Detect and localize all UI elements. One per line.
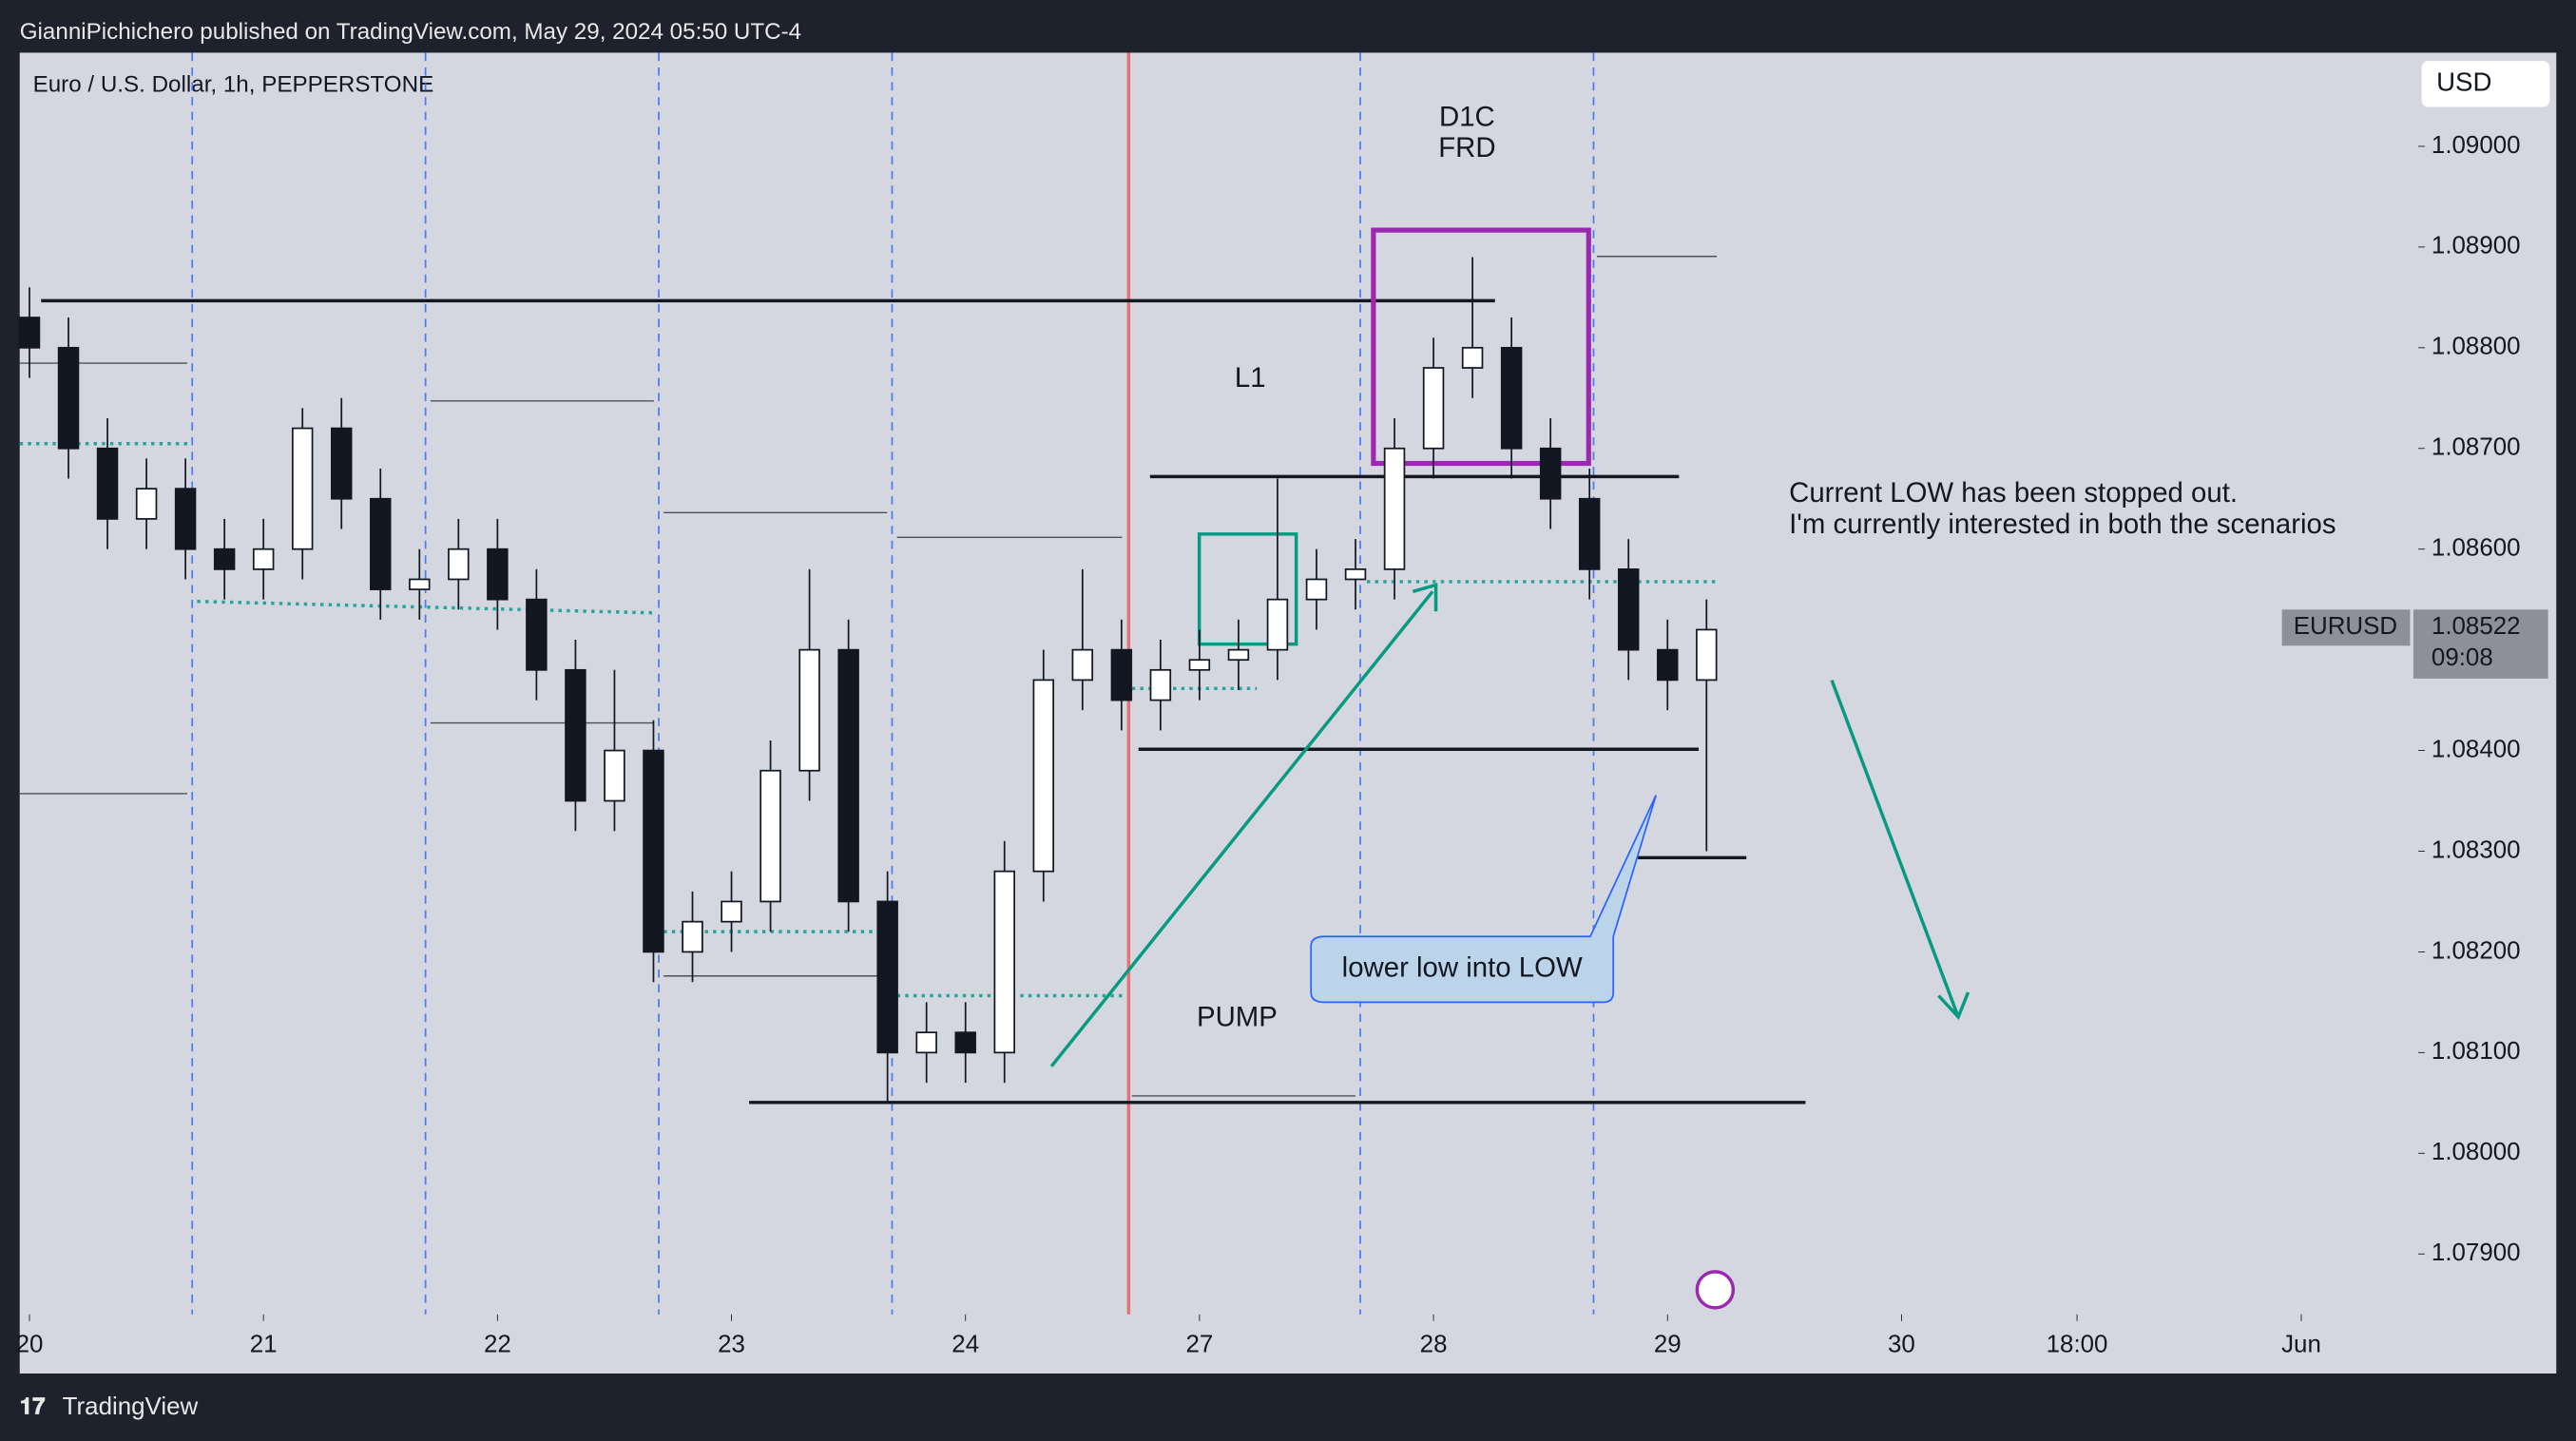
x-tick-label: 27	[1185, 1331, 1213, 1357]
callout: lower low into LOW	[1342, 952, 1583, 984]
y-tick-label: 1.08400	[2432, 736, 2521, 762]
candle-body	[409, 578, 431, 590]
candle-body	[993, 870, 1015, 1054]
arrow-head	[1937, 991, 1970, 1021]
publisher: GianniPichichero published on TradingVie…	[20, 19, 801, 45]
y-tick-label: 1.08000	[2432, 1139, 2521, 1165]
symbol-tag-text: EURUSD	[2294, 613, 2397, 640]
x-tick-label: 18:00	[2047, 1331, 2108, 1357]
candle-body	[876, 900, 898, 1054]
price-tag-text: 1.08522	[2432, 613, 2521, 640]
candle-body	[174, 488, 197, 550]
x-tick-label: 29	[1654, 1331, 1682, 1357]
candle-body	[487, 548, 509, 601]
candle-body	[135, 488, 158, 520]
candle-body	[1696, 628, 1718, 682]
y-tick-label: 1.08900	[2432, 233, 2521, 259]
box	[1371, 227, 1591, 467]
x-tick-label: 20	[16, 1331, 44, 1357]
candle-body	[1500, 346, 1523, 450]
candle-body	[837, 648, 859, 903]
arrow	[1830, 680, 1960, 1018]
annotation: I'm currently interested in both the sce…	[1789, 509, 2336, 540]
candle-body	[1383, 447, 1406, 570]
candle-body	[526, 598, 548, 671]
candle-body	[915, 1031, 937, 1054]
candle-body	[954, 1031, 976, 1054]
candle-body	[1110, 648, 1133, 701]
candle-body	[18, 317, 41, 349]
x-tick-label: 23	[718, 1331, 745, 1357]
x-tick-label: 24	[952, 1331, 979, 1357]
candle-body	[1071, 648, 1094, 682]
x-tick-label: 21	[250, 1331, 278, 1357]
chart-area	[19, 52, 2557, 1374]
candle-body	[1227, 648, 1250, 662]
candle-body	[291, 427, 314, 550]
candle-body	[759, 769, 781, 903]
candle-body	[682, 920, 703, 953]
annotation: FRD	[1438, 132, 1495, 163]
y-tick-label: 1.08700	[2432, 434, 2521, 461]
y-tick-label: 1.08600	[2432, 535, 2521, 562]
candle-body	[1305, 578, 1328, 601]
candle-body	[604, 749, 625, 802]
candle-body	[1539, 447, 1562, 500]
candle-body	[1188, 659, 1211, 671]
callout-box	[1310, 795, 1657, 1004]
x-tick-label: Jun	[2281, 1331, 2321, 1357]
annotation: Current LOW has been stopped out.	[1789, 477, 2238, 509]
price-tag	[2413, 609, 2548, 679]
candle-body	[1266, 598, 1289, 651]
candle-body	[1657, 648, 1679, 682]
y-tick-label: 1.08800	[2432, 334, 2521, 360]
y-tick-label: 1.08200	[2432, 937, 2521, 964]
candle-body	[1032, 679, 1055, 873]
symbol: Euro / U.S. Dollar, 1h, PEPPERSTONE	[33, 71, 434, 97]
y-tick-label: 1.09000	[2432, 132, 2521, 159]
candle-body	[798, 648, 820, 772]
countdown: 09:08	[2432, 644, 2493, 671]
candle-body	[1578, 497, 1601, 570]
candle-body	[643, 749, 664, 953]
drawings	[19, 227, 1970, 1105]
currency-button[interactable]	[2421, 61, 2550, 107]
x-tick-label: 28	[1420, 1331, 1448, 1357]
chart: 1.09000 1.08900 1.08800 1.08700 1.08600 1.084…	[16, 132, 2548, 1357]
y-tick-label: 1.08100	[2432, 1038, 2521, 1065]
candle-body	[96, 447, 119, 520]
candle-body	[721, 900, 742, 923]
candle-body	[565, 668, 586, 802]
arrow-head	[1412, 583, 1438, 612]
candle-body	[252, 548, 275, 570]
mid-line	[197, 599, 654, 615]
candle-body	[1617, 568, 1640, 651]
candle-body	[1461, 346, 1484, 369]
box	[1197, 532, 1298, 646]
x-tick-label: 22	[484, 1331, 511, 1357]
annotation: PUMP	[1197, 1001, 1278, 1032]
bottom-bar	[0, 1374, 2576, 1441]
candle-body	[1422, 367, 1445, 450]
candle-body	[1344, 568, 1367, 581]
annotation: D1C	[1439, 101, 1495, 132]
brand-logo: 𝟏𝟕	[20, 1394, 46, 1420]
arrow	[1049, 590, 1434, 1067]
annotation: L1	[1235, 362, 1266, 394]
brand: TradingView	[63, 1393, 199, 1420]
currency: USD	[2436, 67, 2491, 97]
symbol-tag	[2281, 609, 2411, 646]
candle-body	[57, 346, 80, 450]
candle-body	[213, 548, 236, 570]
candle-body	[331, 427, 353, 500]
y-tick-label: 1.08300	[2432, 836, 2521, 863]
y-tick-label: 1.07900	[2432, 1239, 2521, 1266]
alert-icon[interactable]	[1695, 1270, 1736, 1310]
candle-body	[1149, 668, 1172, 701]
candle-body	[370, 497, 392, 590]
candle-body	[448, 548, 470, 581]
x-tick-label: 30	[1888, 1331, 1915, 1357]
